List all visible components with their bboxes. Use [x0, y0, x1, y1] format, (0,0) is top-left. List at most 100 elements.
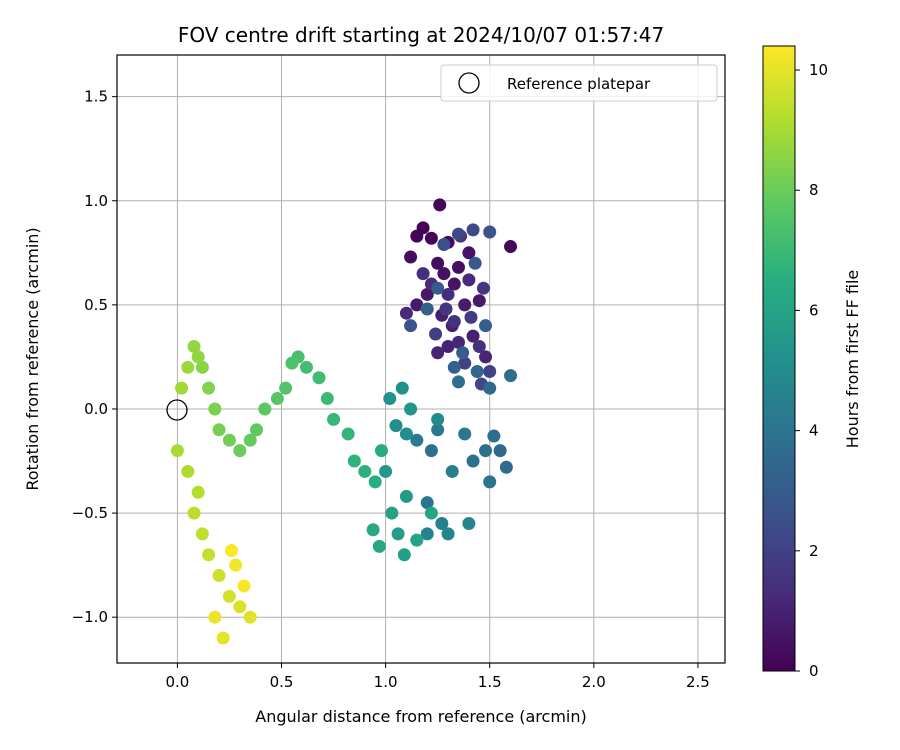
data-point	[327, 412, 341, 426]
data-point	[447, 360, 461, 374]
data-point	[447, 315, 461, 329]
data-point	[431, 423, 445, 437]
data-point	[441, 527, 455, 541]
data-point	[479, 319, 493, 333]
data-point	[487, 429, 501, 443]
y-tick-label: 0.0	[84, 400, 108, 418]
data-point	[447, 277, 461, 291]
x-tick-label: 0.0	[165, 673, 189, 691]
data-point	[222, 589, 236, 603]
data-point	[366, 523, 380, 537]
data-point	[470, 364, 484, 378]
data-point	[424, 444, 438, 458]
data-point	[385, 506, 399, 520]
y-tick-label: 1.5	[84, 88, 108, 106]
data-point	[439, 302, 453, 316]
data-point	[258, 402, 272, 416]
data-point	[483, 381, 497, 395]
grid-lines	[117, 55, 725, 663]
colorbar-tick-label: 10	[809, 61, 828, 79]
y-tick-label: 0.5	[84, 296, 108, 314]
data-point	[250, 423, 264, 437]
data-point	[212, 569, 226, 583]
data-point	[374, 444, 388, 458]
data-point	[237, 579, 251, 593]
colorbar-tick-label: 8	[809, 181, 819, 199]
x-tick-label: 0.5	[270, 673, 294, 691]
data-point	[431, 412, 445, 426]
colorbar: 0 2 4 6 8 10 Hours from first FF file	[762, 45, 862, 680]
y-axis-label: Rotation from reference (arcmin)	[23, 227, 42, 490]
data-point	[420, 302, 434, 316]
data-point	[404, 250, 418, 264]
data-point	[233, 444, 247, 458]
legend-marker-icon	[458, 72, 480, 94]
legend-box	[440, 64, 718, 102]
data-point	[320, 392, 334, 406]
data-point	[445, 464, 459, 478]
data-point	[229, 558, 243, 572]
data-point	[451, 260, 465, 274]
data-point	[358, 464, 372, 478]
data-point	[476, 281, 490, 295]
colorbar-tick-label: 6	[809, 301, 819, 319]
data-point	[479, 444, 493, 458]
data-point	[404, 402, 418, 416]
x-tick-label: 1.0	[374, 673, 398, 691]
data-point	[462, 246, 476, 260]
data-point	[437, 267, 451, 281]
data-point	[451, 335, 465, 349]
data-point	[416, 267, 430, 281]
data-point	[397, 548, 411, 562]
data-point	[379, 464, 393, 478]
data-point	[424, 231, 438, 245]
data-point	[433, 198, 447, 212]
data-point	[410, 298, 424, 312]
colorbar-tick-label: 0	[809, 662, 819, 680]
data-point	[458, 298, 472, 312]
y-tick-label: −1.0	[72, 608, 108, 626]
data-point	[472, 294, 486, 308]
data-point	[410, 229, 424, 243]
data-point	[181, 464, 195, 478]
data-point	[420, 287, 434, 301]
data-point	[216, 631, 230, 645]
data-point	[483, 364, 497, 378]
data-point	[462, 273, 476, 287]
data-point	[437, 237, 451, 251]
data-point	[441, 340, 455, 354]
data-point	[499, 460, 513, 474]
data-point	[404, 319, 418, 333]
data-point	[285, 356, 299, 370]
data-point	[399, 489, 413, 503]
data-point	[466, 454, 480, 468]
data-point	[399, 427, 413, 441]
data-point	[504, 369, 518, 383]
axes-frame	[116, 54, 726, 664]
x-tick-label: 1.5	[478, 673, 502, 691]
data-point	[222, 433, 236, 447]
data-point	[181, 360, 195, 374]
data-point	[441, 287, 455, 301]
data-point	[191, 485, 205, 499]
colorbar-ticks: 0 2 4 6 8 10	[795, 61, 828, 680]
data-point	[368, 475, 382, 489]
reference-marker	[166, 399, 188, 421]
colorbar-tick-label: 4	[809, 422, 819, 440]
data-point	[468, 256, 482, 270]
data-point	[279, 381, 293, 395]
data-point	[472, 340, 486, 354]
data-point	[225, 544, 239, 558]
data-point	[431, 346, 445, 360]
data-point	[383, 392, 397, 406]
data-point	[410, 433, 424, 447]
data-point	[483, 475, 497, 489]
chart-title: FOV centre drift starting at 2024/10/07 …	[178, 23, 664, 47]
y-tick-label: −0.5	[72, 504, 108, 522]
data-point	[195, 527, 209, 541]
data-point	[389, 419, 403, 433]
colorbar-tick-label: 2	[809, 542, 819, 560]
y-tick-label: 1.0	[84, 192, 108, 210]
data-point	[466, 223, 480, 237]
colorbar-gradient	[762, 45, 796, 672]
